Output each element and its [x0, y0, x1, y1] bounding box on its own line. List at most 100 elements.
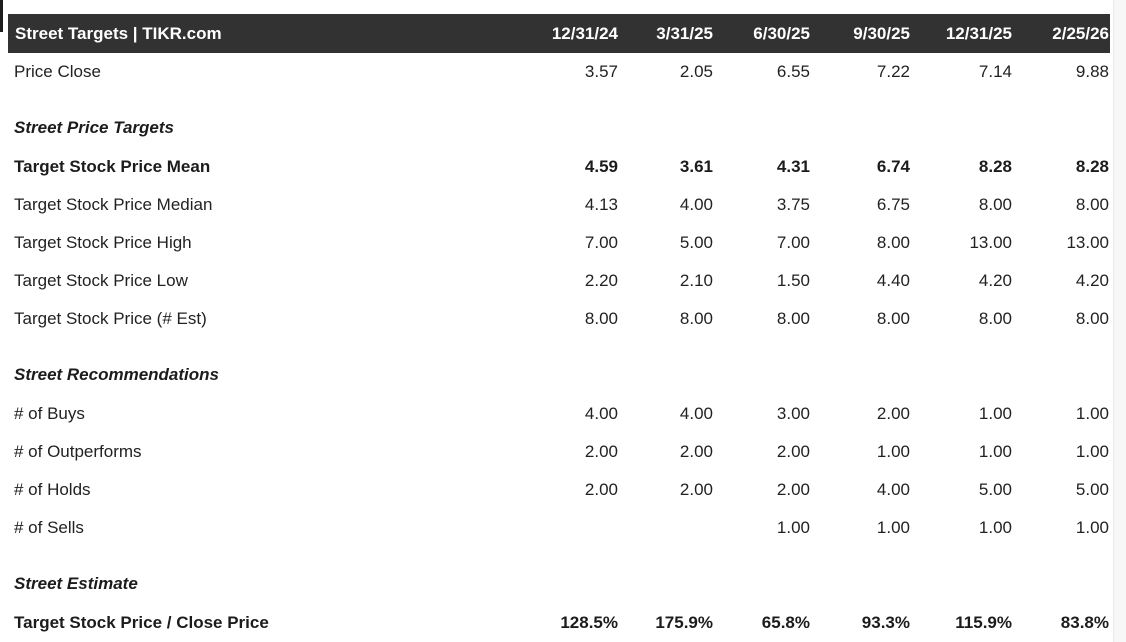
- value-cell: 8.28: [978, 157, 1012, 176]
- table-row: Target Stock Price Low 2.20 2.10 1.50 4.40 4.…: [8, 262, 1110, 300]
- table-row: Target Stock Price / Close Price 128.5% 17…: [8, 604, 1110, 642]
- value-cell: 4.00: [876, 480, 910, 499]
- value-cell: 8.00: [1075, 195, 1109, 214]
- section-header-row: Street Price Targets: [8, 91, 1110, 148]
- value-cell: 1.00: [776, 518, 810, 537]
- value-cell: 4.00: [679, 195, 713, 214]
- value-cell: 8.00: [876, 309, 910, 328]
- value-cell: 2.10: [679, 271, 713, 290]
- value-cell: 2.00: [876, 404, 910, 423]
- table-body: Price Close 3.57 2.05 6.55 7.22 7.14 9.88 Stree…: [8, 53, 1110, 642]
- value-cell: 2.00: [679, 442, 713, 461]
- row-label: Target Stock Price Mean: [14, 157, 211, 176]
- table-row: # of Sells 1.00 1.00 1.00 1.00: [8, 509, 1110, 547]
- value-cell: 2.00: [776, 442, 810, 461]
- value-cell: 1.00: [1075, 518, 1109, 537]
- value-cell: 4.13: [584, 195, 618, 214]
- table-row: Target Stock Price Median 4.13 4.00 3.75 6.7…: [8, 186, 1110, 224]
- value-cell: 3.57: [584, 62, 618, 81]
- value-cell: 2.20: [584, 271, 618, 290]
- section-header-row: Street Estimate: [8, 547, 1110, 604]
- value-cell: 8.00: [679, 309, 713, 328]
- row-label: Target Stock Price High: [14, 233, 192, 252]
- value-cell: 7.00: [584, 233, 618, 252]
- table-row: Target Stock Price High 7.00 5.00 7.00 8.00 1…: [8, 224, 1110, 262]
- value-cell: 1.00: [876, 442, 910, 461]
- section-title: Street Price Targets: [14, 118, 174, 137]
- row-label: # of Sells: [14, 518, 84, 537]
- section-title: Street Estimate: [14, 574, 138, 593]
- value-cell: 1.00: [978, 442, 1012, 461]
- value-cell: 83.8%: [1060, 613, 1109, 632]
- value-cell: 5.00: [679, 233, 713, 252]
- column-header-date: 12/31/24: [523, 14, 619, 53]
- value-cell: 4.59: [584, 157, 618, 176]
- row-label: Target Stock Price Low: [14, 271, 188, 290]
- column-header-date: 9/30/25: [811, 14, 911, 53]
- value-cell: 8.00: [978, 195, 1012, 214]
- value-cell: 8.00: [776, 309, 810, 328]
- value-cell: 175.9%: [655, 613, 713, 632]
- right-panel-edge: [1113, 0, 1126, 642]
- row-label: Target Stock Price Median: [14, 195, 213, 214]
- row-label: Target Stock Price (# Est): [14, 309, 207, 328]
- table-title: Street Targets | TIKR.com: [8, 14, 523, 53]
- table-row: Target Stock Price Mean 4.59 3.61 4.31 6.74 8…: [8, 148, 1110, 186]
- value-cell: [619, 509, 714, 547]
- value-cell: 9.88: [1075, 62, 1109, 81]
- value-cell: 8.28: [1075, 157, 1109, 176]
- value-cell: [523, 509, 619, 547]
- value-cell: 93.3%: [861, 613, 910, 632]
- table-row: Target Stock Price (# Est) 8.00 8.00 8.00 8.…: [8, 300, 1110, 338]
- row-label: # of Outperforms: [14, 442, 142, 461]
- row-label: Price Close: [14, 62, 101, 81]
- value-cell: 2.00: [679, 480, 713, 499]
- value-cell: 13.00: [969, 233, 1012, 252]
- value-cell: 2.00: [584, 442, 618, 461]
- table-row: # of Outperforms 2.00 2.00 2.00 1.00 1.00 1.00: [8, 433, 1110, 471]
- value-cell: 115.9%: [955, 613, 1012, 632]
- table-row: Price Close 3.57 2.05 6.55 7.22 7.14 9.88: [8, 53, 1110, 91]
- value-cell: 5.00: [978, 480, 1012, 499]
- value-cell: 13.00: [1066, 233, 1109, 252]
- value-cell: 8.00: [978, 309, 1012, 328]
- value-cell: 1.00: [978, 404, 1012, 423]
- value-cell: 1.00: [978, 518, 1012, 537]
- value-cell: 65.8%: [761, 613, 810, 632]
- value-cell: 1.00: [1075, 404, 1109, 423]
- value-cell: 4.40: [876, 271, 910, 290]
- section-header-row: Street Recommendations: [8, 338, 1110, 395]
- value-cell: 6.55: [776, 62, 810, 81]
- value-cell: 6.75: [876, 195, 910, 214]
- column-header-date: 12/31/25: [911, 14, 1013, 53]
- value-cell: 3.00: [776, 404, 810, 423]
- value-cell: 7.00: [776, 233, 810, 252]
- value-cell: 5.00: [1075, 480, 1109, 499]
- value-cell: 8.00: [876, 233, 910, 252]
- value-cell: 3.75: [776, 195, 810, 214]
- value-cell: 8.00: [584, 309, 618, 328]
- row-label: Target Stock Price / Close Price: [14, 613, 269, 632]
- value-cell: 3.61: [679, 157, 713, 176]
- value-cell: 2.05: [679, 62, 713, 81]
- column-header-date: 2/25/26: [1013, 14, 1110, 53]
- value-cell: 6.74: [876, 157, 910, 176]
- row-label: # of Holds: [14, 480, 91, 499]
- row-label: # of Buys: [14, 404, 85, 423]
- value-cell: 1.50: [776, 271, 810, 290]
- value-cell: 4.20: [978, 271, 1012, 290]
- left-edge-crop-artifact: [0, 0, 3, 32]
- value-cell: 7.14: [978, 62, 1012, 81]
- value-cell: 128.5%: [560, 613, 618, 632]
- column-header-date: 3/31/25: [619, 14, 714, 53]
- table-header-row: Street Targets | TIKR.com 12/31/24 3/31/2…: [8, 14, 1110, 53]
- column-header-date: 6/30/25: [714, 14, 811, 53]
- value-cell: 1.00: [1075, 442, 1109, 461]
- table-row: # of Holds 2.00 2.00 2.00 4.00 5.00 5.00: [8, 471, 1110, 509]
- value-cell: 8.00: [1075, 309, 1109, 328]
- value-cell: 2.00: [584, 480, 618, 499]
- value-cell: 4.00: [584, 404, 618, 423]
- value-cell: 4.20: [1075, 271, 1109, 290]
- value-cell: 2.00: [776, 480, 810, 499]
